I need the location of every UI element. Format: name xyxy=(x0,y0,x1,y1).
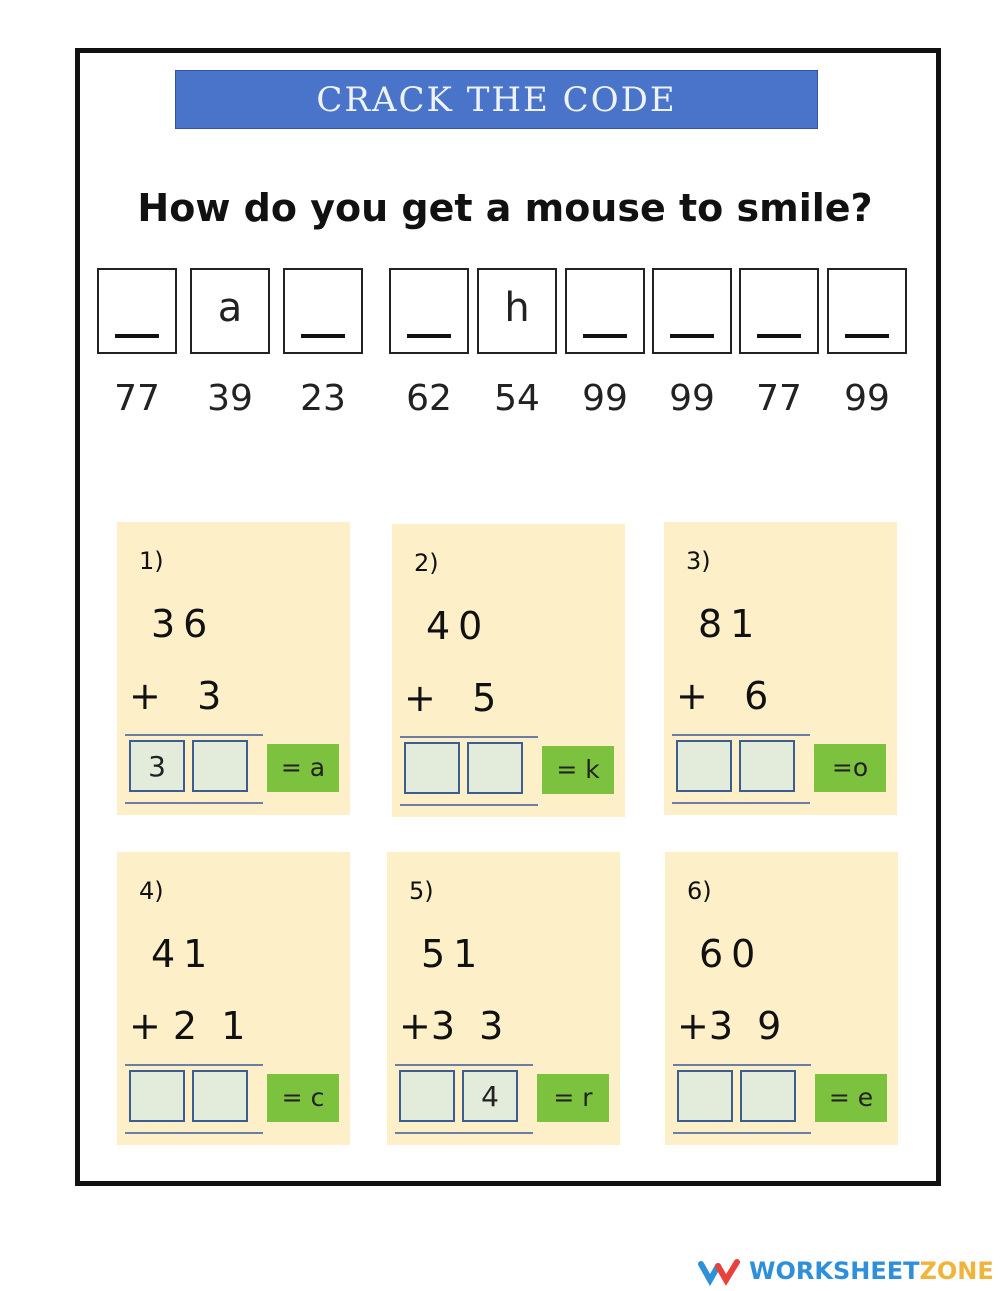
code-letter-label: = c xyxy=(267,1074,339,1122)
problem-card: 4) 41 + 2 1 = c xyxy=(117,852,350,1145)
code-letter-label: =o xyxy=(814,744,886,792)
addend-bottom: + 5 xyxy=(404,676,497,720)
sum-line xyxy=(125,1064,263,1066)
answer-tens-input[interactable] xyxy=(129,740,185,792)
code-number: 62 xyxy=(406,378,452,419)
problem-card: 3) 81 + 6 =o xyxy=(664,522,897,815)
answer-ones-input[interactable] xyxy=(740,1070,796,1122)
answer-letter-box[interactable]: a xyxy=(190,268,270,354)
answer-tens-input[interactable] xyxy=(129,1070,185,1122)
answer-ones-input[interactable] xyxy=(462,1070,518,1122)
answer-letter-box[interactable] xyxy=(97,268,177,354)
code-number: 99 xyxy=(582,378,628,419)
problem-number: 1) xyxy=(139,547,164,575)
answer-letter-box[interactable]: h xyxy=(477,268,557,354)
sum-line xyxy=(400,736,538,738)
problem-number: 5) xyxy=(409,877,434,905)
worksheet-title: CRACK THE CODE xyxy=(175,70,818,129)
addend-bottom: + 3 xyxy=(129,674,222,718)
answer-letter-box[interactable] xyxy=(652,268,732,354)
addend-bottom: + 6 xyxy=(676,674,769,718)
sum-line xyxy=(672,734,810,736)
sum-line xyxy=(395,1064,533,1066)
underline xyxy=(125,802,263,804)
problem-number: 6) xyxy=(687,877,712,905)
answer-letter-box[interactable] xyxy=(827,268,907,354)
answer-tens-input[interactable] xyxy=(677,1070,733,1122)
underline xyxy=(673,1132,811,1134)
problem-card: 2) 40 + 5 = k xyxy=(392,524,625,817)
code-letter-label: = e xyxy=(815,1074,887,1122)
riddle-question: How do you get a mouse to smile? xyxy=(137,186,873,230)
code-letter-label: = a xyxy=(267,744,339,792)
answer-tens-input[interactable] xyxy=(399,1070,455,1122)
underline xyxy=(395,1132,533,1134)
code-letter-label: = k xyxy=(542,746,614,794)
code-number: 99 xyxy=(669,378,715,419)
code-number: 54 xyxy=(494,378,540,419)
answer-ones-input[interactable] xyxy=(739,740,795,792)
code-number: 99 xyxy=(844,378,890,419)
answer-ones-input[interactable] xyxy=(192,1070,248,1122)
addend-top: 60 xyxy=(699,932,764,976)
problem-card: 6) 60 +3 9 = e xyxy=(665,852,898,1145)
addend-top: 41 xyxy=(151,932,216,976)
addend-top: 51 xyxy=(421,932,486,976)
answer-ones-input[interactable] xyxy=(467,742,523,794)
addend-top: 81 xyxy=(698,602,763,646)
addend-bottom: +3 3 xyxy=(399,1004,504,1048)
code-number: 77 xyxy=(114,378,160,419)
answer-letter-box[interactable] xyxy=(565,268,645,354)
problem-number: 4) xyxy=(139,877,164,905)
answer-tens-input[interactable] xyxy=(676,740,732,792)
addend-top: 40 xyxy=(426,604,491,648)
code-number: 77 xyxy=(756,378,802,419)
code-number: 23 xyxy=(300,378,346,419)
problem-card: 5) 51 +3 3 = r xyxy=(387,852,620,1145)
answer-letter-box[interactable] xyxy=(283,268,363,354)
code-number: 39 xyxy=(207,378,253,419)
underline xyxy=(672,802,810,804)
problem-number: 3) xyxy=(686,547,711,575)
brand-text-zone: ZONE xyxy=(919,1257,994,1285)
answer-ones-input[interactable] xyxy=(192,740,248,792)
sum-line xyxy=(673,1064,811,1066)
problem-card: 1) 36 + 3 = a xyxy=(117,522,350,815)
answer-letter-box[interactable] xyxy=(389,268,469,354)
answer-tens-input[interactable] xyxy=(404,742,460,794)
addend-bottom: +3 9 xyxy=(677,1004,782,1048)
answer-letter-box[interactable] xyxy=(739,268,819,354)
sum-line xyxy=(125,734,263,736)
addend-top: 36 xyxy=(151,602,216,646)
w-logo-icon xyxy=(698,1259,740,1286)
underline xyxy=(400,804,538,806)
problem-number: 2) xyxy=(414,549,439,577)
brand-text: WORKSHEET xyxy=(749,1257,920,1285)
addend-bottom: + 2 1 xyxy=(129,1004,246,1048)
worksheet-frame xyxy=(75,48,941,1186)
code-letter-label: = r xyxy=(537,1074,609,1122)
worksheetzone-logo: WORKSHEET ZONE xyxy=(697,1256,994,1286)
underline xyxy=(125,1132,263,1134)
